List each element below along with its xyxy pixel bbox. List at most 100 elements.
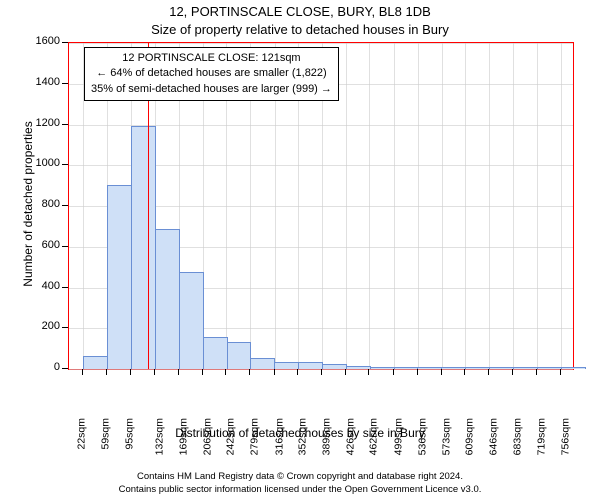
gridline-vertical — [561, 43, 562, 369]
x-tick-label: 352sqm — [296, 418, 308, 455]
x-tick-label: 499sqm — [392, 418, 404, 455]
annotation-line-1: 12 PORTINSCALE CLOSE: 121sqm — [91, 51, 332, 66]
x-tick-label: 22sqm — [76, 418, 88, 450]
x-tick-label: 756sqm — [559, 418, 571, 455]
histogram-bar — [537, 367, 562, 369]
y-tick-label: 1000 — [24, 157, 60, 169]
x-tick-label: 316sqm — [273, 418, 285, 455]
histogram-bar — [370, 367, 395, 369]
x-tick — [536, 369, 537, 375]
x-tick — [130, 369, 131, 375]
x-tick-label: 609sqm — [463, 418, 475, 455]
histogram-bar — [107, 185, 132, 369]
histogram-bar — [513, 367, 538, 369]
y-tick — [62, 205, 68, 206]
x-tick-label: 206sqm — [201, 418, 213, 455]
x-tick-label: 536sqm — [416, 418, 428, 455]
y-tick-label: 0 — [24, 361, 60, 373]
y-tick-label: 600 — [24, 239, 60, 251]
x-tick — [560, 369, 561, 375]
y-tick-label: 200 — [24, 320, 60, 332]
histogram-bar — [227, 342, 252, 369]
annotation-box: 12 PORTINSCALE CLOSE: 121sqm← 64% of det… — [84, 47, 339, 101]
y-tick-label: 1200 — [24, 117, 60, 129]
histogram-bar — [131, 126, 156, 369]
x-tick — [154, 369, 155, 375]
x-tick — [297, 369, 298, 375]
annotation-line-2: ← 64% of detached houses are smaller (1,… — [91, 66, 332, 81]
x-tick — [274, 369, 275, 375]
y-tick — [62, 368, 68, 369]
gridline-vertical — [418, 43, 419, 369]
y-tick-label: 400 — [24, 280, 60, 292]
gridline-vertical — [394, 43, 395, 369]
histogram-bar — [561, 367, 586, 369]
x-tick — [82, 369, 83, 375]
x-tick-label: 573sqm — [440, 418, 452, 455]
x-tick-label: 646sqm — [487, 418, 499, 455]
histogram-bar — [417, 367, 442, 369]
x-tick-label: 132sqm — [153, 418, 165, 455]
x-tick — [512, 369, 513, 375]
gridline-vertical — [465, 43, 466, 369]
y-tick-label: 800 — [24, 198, 60, 210]
x-tick — [345, 369, 346, 375]
x-tick — [249, 369, 250, 375]
x-tick — [464, 369, 465, 375]
x-tick-label: 683sqm — [512, 418, 524, 455]
y-tick — [62, 164, 68, 165]
histogram-bar — [465, 367, 490, 369]
x-tick-label: 719sqm — [535, 418, 547, 455]
x-tick-label: 59sqm — [100, 418, 112, 450]
histogram-bar — [155, 229, 180, 369]
y-tick — [62, 287, 68, 288]
histogram-bar — [394, 367, 419, 369]
x-tick — [106, 369, 107, 375]
x-tick — [202, 369, 203, 375]
histogram-bar — [441, 367, 466, 369]
x-tick-label: 242sqm — [225, 418, 237, 455]
histogram-bar — [179, 272, 204, 369]
gridline-vertical — [537, 43, 538, 369]
histogram-bar — [346, 366, 371, 369]
histogram-bar — [489, 367, 514, 369]
histogram-bar — [298, 362, 323, 369]
histogram-bar — [83, 356, 108, 369]
chart-container: 12, PORTINSCALE CLOSE, BURY, BL8 1DB Siz… — [0, 0, 600, 500]
footer-attribution: Contains HM Land Registry data © Crown c… — [0, 471, 600, 496]
gridline-vertical — [442, 43, 443, 369]
annotation-line-3: 35% of semi-detached houses are larger (… — [91, 82, 332, 97]
gridline-vertical — [489, 43, 490, 369]
x-tick-label: 169sqm — [177, 418, 189, 455]
y-tick — [62, 327, 68, 328]
footer-line-1: Contains HM Land Registry data © Crown c… — [137, 471, 463, 482]
page-subtitle: Size of property relative to detached ho… — [0, 22, 600, 37]
y-tick — [62, 124, 68, 125]
x-tick-label: 279sqm — [249, 418, 261, 455]
x-tick — [417, 369, 418, 375]
y-tick — [62, 246, 68, 247]
gridline-vertical — [513, 43, 514, 369]
x-tick — [178, 369, 179, 375]
y-tick — [62, 42, 68, 43]
y-tick-label: 1400 — [24, 76, 60, 88]
x-tick-label: 426sqm — [344, 418, 356, 455]
footer-line-2: Contains public sector information licen… — [119, 484, 482, 495]
y-tick-label: 1600 — [24, 35, 60, 47]
x-tick — [225, 369, 226, 375]
y-tick — [62, 83, 68, 84]
histogram-bar — [274, 362, 299, 369]
x-tick — [321, 369, 322, 375]
x-tick — [488, 369, 489, 375]
gridline-vertical — [369, 43, 370, 369]
x-tick — [441, 369, 442, 375]
x-tick — [393, 369, 394, 375]
x-tick-label: 462sqm — [368, 418, 380, 455]
histogram-bar — [203, 337, 228, 369]
histogram-bar — [250, 358, 275, 369]
histogram-bar — [322, 364, 347, 369]
page-title: 12, PORTINSCALE CLOSE, BURY, BL8 1DB — [0, 4, 600, 19]
x-tick-label: 389sqm — [320, 418, 332, 455]
gridline-vertical — [346, 43, 347, 369]
x-tick-label: 95sqm — [123, 418, 135, 450]
